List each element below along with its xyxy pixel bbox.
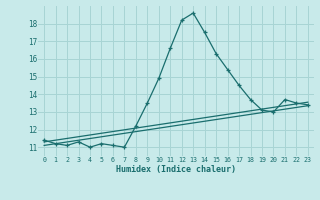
X-axis label: Humidex (Indice chaleur): Humidex (Indice chaleur) [116,165,236,174]
